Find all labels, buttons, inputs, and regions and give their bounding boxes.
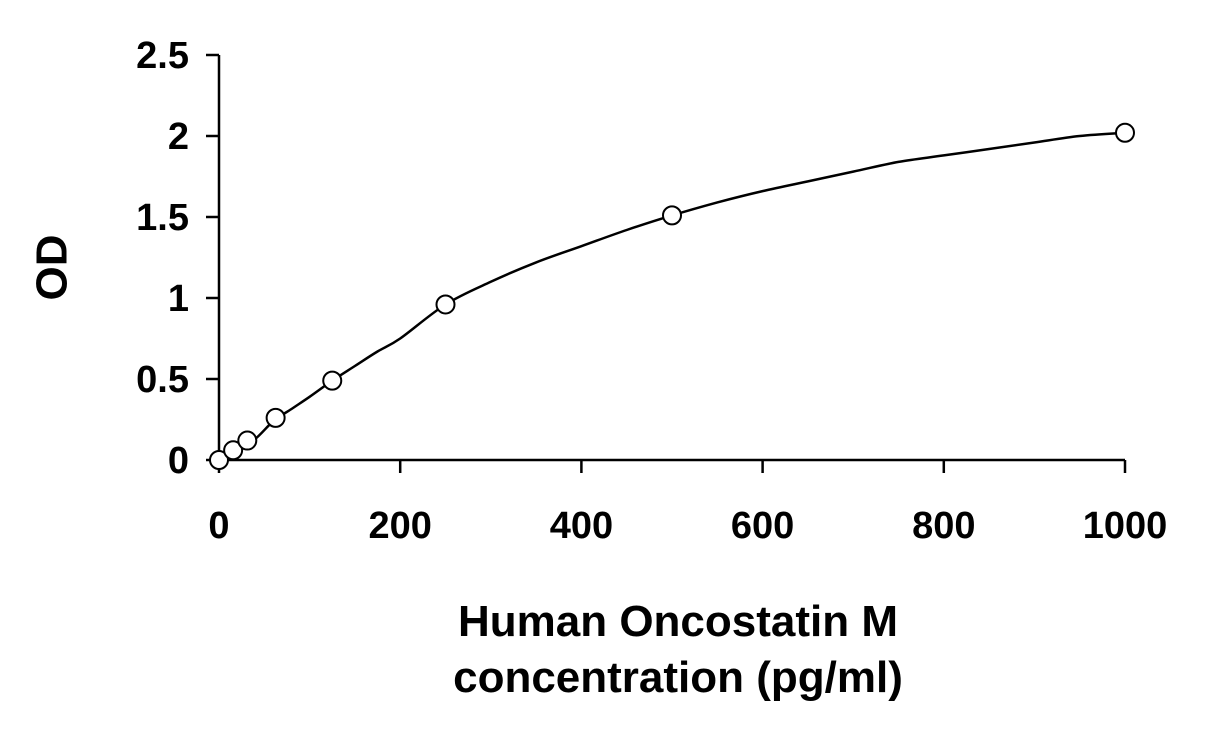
x-tick-label: 200 <box>368 505 431 547</box>
x-axis-title-line-2: concentration (pg/ml) <box>453 653 903 702</box>
x-tick-label: 0 <box>208 505 229 547</box>
y-tick-label: 1.5 <box>136 197 189 239</box>
y-tick-label: 0.5 <box>136 359 189 401</box>
data-point <box>662 205 682 226</box>
x-tick-label: 1000 <box>1083 505 1168 547</box>
axes <box>217 55 1125 462</box>
y-tick-label: 2.5 <box>136 35 189 77</box>
x-tick-label: 800 <box>912 505 975 547</box>
y-tick-label: 0 <box>168 440 189 482</box>
data-point <box>223 440 244 461</box>
x-tick-label: 400 <box>550 505 613 547</box>
y-ticks: 0 0.5 1 1.5 2 2.5 <box>136 35 219 482</box>
fit-curve <box>218 131 1126 462</box>
data-point <box>435 294 456 315</box>
data-point <box>265 407 286 428</box>
x-ticks: 0 200 400 600 800 1000 <box>208 460 1167 547</box>
y-tick-label: 2 <box>168 116 189 158</box>
data-point <box>322 370 343 391</box>
x-tick-label: 600 <box>731 505 794 547</box>
data-point <box>209 450 229 470</box>
y-tick-label: 1 <box>168 278 189 320</box>
y-axis-title: OD <box>28 235 77 301</box>
data-point <box>237 430 258 451</box>
data-points <box>209 122 1135 470</box>
data-point <box>1115 122 1135 143</box>
x-axis-title-line-1: Human Oncostatin M <box>458 597 898 646</box>
